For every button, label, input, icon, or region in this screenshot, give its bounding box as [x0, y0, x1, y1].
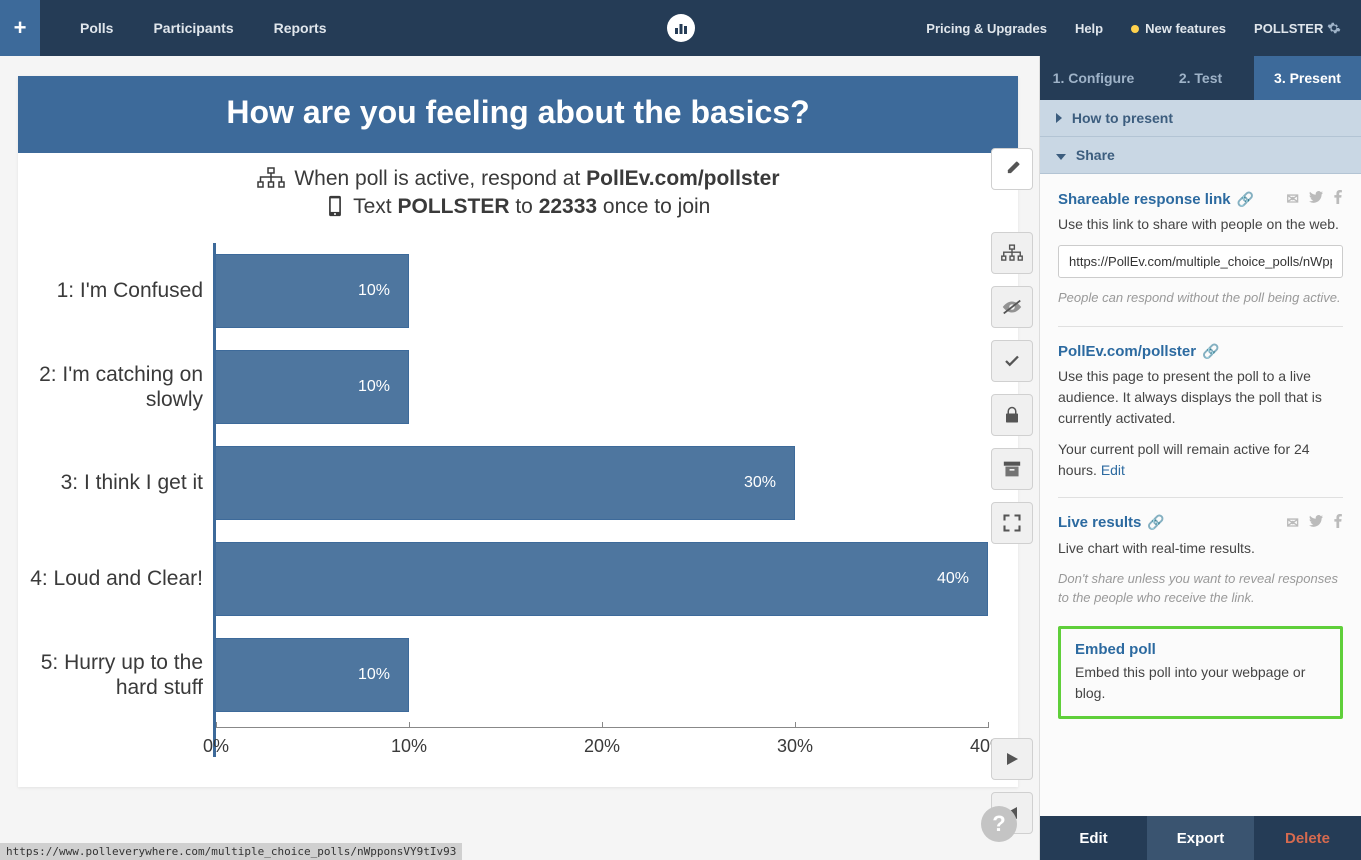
logo[interactable] [667, 14, 695, 42]
step-test[interactable]: 2. Test [1147, 70, 1254, 86]
facebook-icon[interactable] [1333, 514, 1343, 532]
panel-how-to-present[interactable]: How to present [1040, 100, 1361, 137]
chart-bar: 10% [216, 350, 409, 424]
shareable-link-input[interactable] [1058, 245, 1343, 278]
live-results-note: Don't share unless you want to reveal re… [1058, 569, 1343, 608]
nav-username[interactable]: POLLSTER [1254, 21, 1341, 36]
expand-icon [1002, 513, 1022, 533]
instructions-toggle-button[interactable] [991, 232, 1033, 274]
steps-tabs: 1. Configure 2. Test 3. Present [1040, 56, 1361, 100]
logo-icon [667, 14, 695, 42]
lock-button[interactable] [991, 394, 1033, 436]
poll-title: How are you feeling about the basics? [18, 76, 1018, 153]
archive-icon [1002, 460, 1022, 478]
pollev-active: Your current poll will remain active for… [1058, 439, 1343, 481]
eye-slash-icon [1001, 298, 1023, 316]
facebook-icon[interactable] [1333, 190, 1343, 208]
edit-button[interactable]: Edit [1040, 816, 1147, 860]
pollev-desc: Use this page to present the poll to a l… [1058, 366, 1343, 429]
chart-label: 3: I think I get it [18, 435, 203, 531]
right-sidebar: 1. Configure 2. Test 3. Present How to p… [1039, 56, 1361, 860]
gear-icon [1327, 21, 1341, 35]
x-tick-label: 0% [203, 736, 229, 757]
poll-toolbar [991, 148, 1039, 834]
hide-results-button[interactable] [991, 286, 1033, 328]
chart-bar-row: 10% [216, 339, 988, 435]
chart-bar: 10% [216, 254, 409, 328]
embed-title: Embed poll [1075, 641, 1326, 658]
nav-polls[interactable]: Polls [80, 20, 113, 36]
step-present[interactable]: 3. Present [1254, 56, 1361, 100]
lock-icon [1003, 405, 1021, 425]
x-tick-label: 20% [584, 736, 620, 757]
pollev-title[interactable]: PollEv.com/pollster 🔗 [1058, 343, 1343, 360]
correct-answer-button[interactable] [991, 340, 1033, 382]
help-bubble-button[interactable]: ? [981, 806, 1017, 842]
link-icon: 🔗 [1202, 343, 1219, 360]
network-icon [257, 167, 285, 189]
brush-icon [1002, 159, 1022, 179]
chart-label: 4: Loud and Clear! [18, 531, 203, 627]
chart-bar-row: 40% [216, 531, 988, 627]
chart-label: 5: Hurry up to the hard stuff [18, 627, 203, 723]
poll-instructions: When poll is active, respond at PollEv.c… [18, 153, 1018, 219]
chart-bar: 10% [216, 638, 409, 712]
link-icon: 🔗 [1147, 514, 1164, 531]
edit-visual-button[interactable] [991, 148, 1033, 190]
network-icon [1001, 244, 1023, 262]
chart-label: 2: I'm catching on slowly [18, 339, 203, 435]
x-tick-label: 30% [777, 736, 813, 757]
embed-desc: Embed this poll into your webpage or blo… [1075, 662, 1326, 704]
share-body: Shareable response link 🔗 ✉ Use this lin… [1040, 174, 1361, 816]
chart-label: 1: I'm Confused [18, 243, 203, 339]
shareable-link-desc: Use this link to share with people on th… [1058, 214, 1343, 235]
status-bar: https://www.polleverywhere.com/multiple_… [0, 843, 462, 860]
archive-button[interactable] [991, 448, 1033, 490]
embed-poll-box[interactable]: Embed poll Embed this poll into your web… [1058, 626, 1343, 719]
phone-icon [326, 195, 344, 217]
fullscreen-button[interactable] [991, 502, 1033, 544]
nav-pricing[interactable]: Pricing & Upgrades [926, 21, 1047, 36]
nav-participants[interactable]: Participants [153, 20, 233, 36]
chart-bar-row: 10% [216, 627, 988, 723]
live-results-title[interactable]: Live results 🔗 ✉ [1058, 514, 1343, 532]
bar-chart: 1: I'm Confused2: I'm catching on slowly… [18, 223, 1018, 787]
chart-bar-row: 10% [216, 243, 988, 339]
chevron-down-icon [1056, 154, 1066, 160]
nav-help[interactable]: Help [1075, 21, 1103, 36]
chart-bar: 40% [216, 542, 988, 616]
chevron-right-icon [1056, 113, 1062, 123]
nav-reports[interactable]: Reports [274, 20, 327, 36]
nav-new-features[interactable]: New features [1131, 21, 1226, 36]
twitter-icon[interactable] [1309, 190, 1323, 208]
shareable-link-note: People can respond without the poll bein… [1058, 288, 1343, 308]
step-configure[interactable]: 1. Configure [1040, 70, 1147, 86]
delete-button[interactable]: Delete [1254, 816, 1361, 860]
bottom-actions: Edit Export Delete [1040, 816, 1361, 860]
twitter-icon[interactable] [1309, 514, 1323, 532]
play-icon [1004, 751, 1020, 767]
email-icon[interactable]: ✉ [1286, 190, 1299, 208]
top-nav: + Polls Participants Reports Pricing & U… [0, 0, 1361, 56]
shareable-link-title[interactable]: Shareable response link 🔗 ✉ [1058, 190, 1343, 208]
check-icon [1001, 352, 1023, 370]
new-features-dot-icon [1131, 25, 1139, 33]
export-button[interactable]: Export [1147, 816, 1254, 860]
poll-card: How are you feeling about the basics? Wh… [18, 76, 1018, 787]
live-results-desc: Live chart with real-time results. [1058, 538, 1343, 559]
poll-area: How are you feeling about the basics? Wh… [0, 56, 1039, 860]
chart-bar-row: 30% [216, 435, 988, 531]
next-button[interactable] [991, 738, 1033, 780]
x-tick-label: 10% [391, 736, 427, 757]
email-icon[interactable]: ✉ [1286, 514, 1299, 532]
pollev-edit-link[interactable]: Edit [1101, 462, 1125, 478]
create-poll-button[interactable]: + [0, 0, 40, 56]
link-icon: 🔗 [1237, 191, 1254, 208]
chart-bar: 30% [216, 446, 795, 520]
panel-share[interactable]: Share [1040, 137, 1361, 174]
